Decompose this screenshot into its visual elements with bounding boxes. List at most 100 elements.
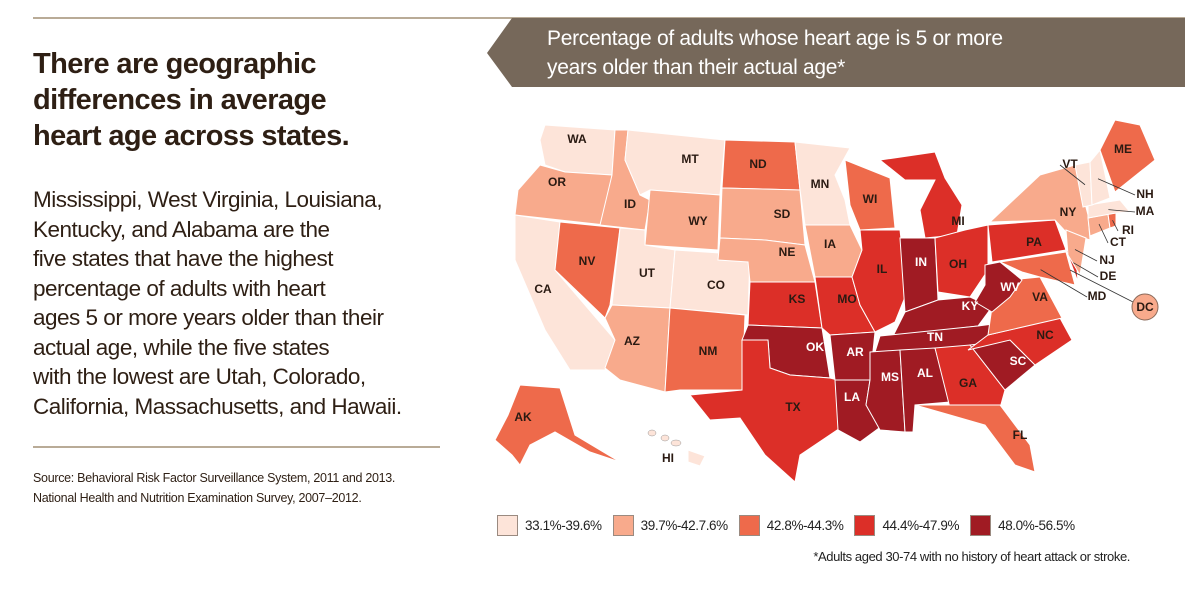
state-ri [1107,212,1117,229]
legend-swatch [612,515,634,536]
state-label-nm: NM [699,344,718,358]
leader-line [1112,220,1119,232]
legend-item: 42.8%-44.3% [738,515,844,536]
state-ga [934,344,1006,409]
state-label-me: ME [1114,142,1132,156]
state-hi-island [647,429,657,437]
state-label-la: LA [844,390,860,404]
leader-line [1069,269,1134,303]
state-ak [494,384,621,466]
state-label-in: IN [915,255,927,269]
map-title-line: Percentage of adults whose heart age is … [547,27,1003,50]
headline-line: differences in average [33,84,327,116]
state-label-wi: WI [863,192,878,206]
state-label-oh: OH [949,257,967,271]
state-label-ca: CA [534,282,552,296]
state-ma [1087,199,1132,219]
headline-line: heart age across states. [33,120,350,152]
state-in [899,237,939,313]
state-label-ri: RI [1122,223,1134,237]
state-wv [974,261,1023,313]
leader-line [1108,209,1136,213]
body-line: Mississippi, West Virginia, Louisiana, [33,187,383,212]
state-label-mi: MI [951,214,964,228]
state-label-nc: NC [1036,328,1054,342]
state-ks [747,281,823,329]
headline: There are geographic differences in aver… [33,46,350,154]
state-label-md: MD [1088,289,1107,303]
state-label-ny: NY [1060,205,1077,219]
state-label-vt: VT [1062,157,1078,171]
state-label-sc: SC [1010,354,1027,368]
state-label-ia: IA [824,237,836,251]
divider [33,446,440,448]
body-line: Kentucky, and Alabama are the [33,216,330,242]
state-or [514,164,613,226]
state-label-ma: MA [1136,204,1155,218]
state-label-or: OR [548,175,566,189]
state-tx [689,339,853,483]
state-label-wa: WA [567,132,587,146]
state-label-va: VA [1032,290,1048,304]
leader-line [1040,269,1088,298]
source-note: Source: Behavioral Risk Factor Surveilla… [33,468,395,508]
body-line: five states that have the highest [33,246,333,271]
state-sd [719,187,806,246]
state-label-ak: AK [514,410,532,424]
state-hi [687,449,706,467]
legend-label: 44.4%-47.9% [882,518,960,533]
leader-line [1097,178,1136,196]
source-line: National Health and Nutrition Examinatio… [33,491,362,505]
state-label-ky: KY [962,299,979,313]
legend-label: 39.7%-42.7.6% [640,518,729,533]
body-line: ages 5 or more years older than their [33,305,384,330]
legend-label: 33.1%-39.6% [525,518,602,533]
state-nv [554,221,621,319]
body-line: with the lowest are Utah, Colorado, [33,364,366,389]
state-label-mt: MT [681,152,699,166]
state-label-ga: GA [959,376,977,390]
legend-item: 39.7%-42.7.6% [612,515,729,536]
state-nh [1089,148,1111,206]
state-mn [794,141,851,226]
legend-item: 48.0%-56.5% [970,515,1075,536]
state-label-hi: HI [662,451,674,465]
state-label-de: DE [1100,269,1117,283]
state-fl [914,404,1036,473]
state-label-id: ID [624,197,636,211]
legend-label: 48.0%-56.5% [998,518,1075,533]
legend-item: 44.4%-47.9% [854,515,959,536]
leader-line [1059,164,1086,186]
dc-marker [1131,293,1159,321]
state-mt [624,129,726,196]
leader-line [1074,249,1098,262]
state-label-sd: SD [774,207,791,221]
state-wy [644,189,721,251]
state-label-dc: DC [1136,300,1154,314]
body-line: percentage of adults with heart [33,275,326,301]
leader-line [1098,223,1109,244]
state-label-ks: KS [789,292,806,306]
state-nm [664,307,746,393]
state-az [604,304,671,393]
state-label-tx: TX [785,400,800,414]
state-label-co: CO [707,278,725,292]
state-label-al: AL [917,366,933,380]
state-label-nh: NH [1136,187,1153,201]
state-label-mo: MO [837,292,856,306]
body-line: California, Massachusetts, and Hawaii. [33,393,402,419]
state-label-nv: NV [579,254,596,268]
state-label-il: IL [877,262,888,276]
body-text: Mississippi, West Virginia, Louisiana, K… [33,185,402,421]
state-label-ar: AR [846,345,864,359]
state-md [998,251,1076,286]
legend: 33.1%-39.6% 39.7%-42.7.6% 42.8%-44.3% 44… [497,515,1086,536]
state-label-wv: WV [1000,280,1019,294]
leader-line [1073,262,1099,278]
headline-line: There are geographic [33,48,317,80]
legend-swatch [854,515,876,536]
legend-swatch [970,515,992,536]
map-title: Percentage of adults whose heart age is … [547,24,1003,82]
legend-swatch [497,515,518,536]
